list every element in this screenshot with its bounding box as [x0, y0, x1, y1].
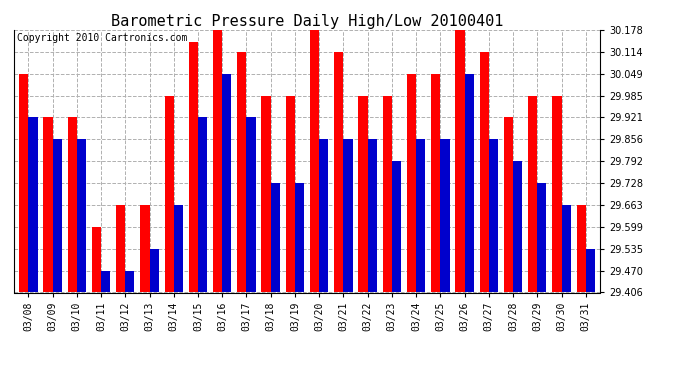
Bar	[77, 140, 86, 292]
Bar	[504, 117, 513, 292]
Bar	[43, 117, 52, 292]
Bar	[586, 249, 595, 292]
Bar	[334, 52, 344, 292]
Title: Barometric Pressure Daily High/Low 20100401: Barometric Pressure Daily High/Low 20100…	[111, 14, 503, 29]
Bar	[222, 74, 231, 292]
Bar	[489, 140, 498, 292]
Bar	[28, 117, 37, 292]
Bar	[213, 30, 222, 292]
Bar	[270, 183, 280, 292]
Bar	[392, 161, 401, 292]
Bar	[368, 140, 377, 292]
Bar	[126, 271, 135, 292]
Bar	[344, 140, 353, 292]
Bar	[140, 205, 150, 292]
Bar	[198, 117, 207, 292]
Bar	[286, 96, 295, 292]
Bar	[552, 96, 562, 292]
Bar	[416, 140, 425, 292]
Bar	[189, 42, 198, 292]
Bar	[174, 205, 183, 292]
Bar	[431, 74, 440, 292]
Bar	[246, 117, 256, 292]
Bar	[310, 30, 319, 292]
Bar	[513, 161, 522, 292]
Bar	[528, 96, 538, 292]
Bar	[455, 30, 464, 292]
Bar	[19, 74, 28, 292]
Text: Copyright 2010 Cartronics.com: Copyright 2010 Cartronics.com	[17, 33, 187, 43]
Bar	[319, 140, 328, 292]
Bar	[101, 271, 110, 292]
Bar	[383, 96, 392, 292]
Bar	[262, 96, 270, 292]
Bar	[480, 52, 489, 292]
Bar	[237, 52, 246, 292]
Bar	[407, 74, 416, 292]
Bar	[295, 183, 304, 292]
Bar	[464, 74, 474, 292]
Bar	[150, 249, 159, 292]
Bar	[164, 96, 174, 292]
Bar	[92, 227, 101, 292]
Bar	[562, 205, 571, 292]
Bar	[116, 205, 126, 292]
Bar	[538, 183, 546, 292]
Bar	[440, 140, 450, 292]
Bar	[577, 205, 586, 292]
Bar	[52, 140, 62, 292]
Bar	[68, 117, 77, 292]
Bar	[358, 96, 368, 292]
